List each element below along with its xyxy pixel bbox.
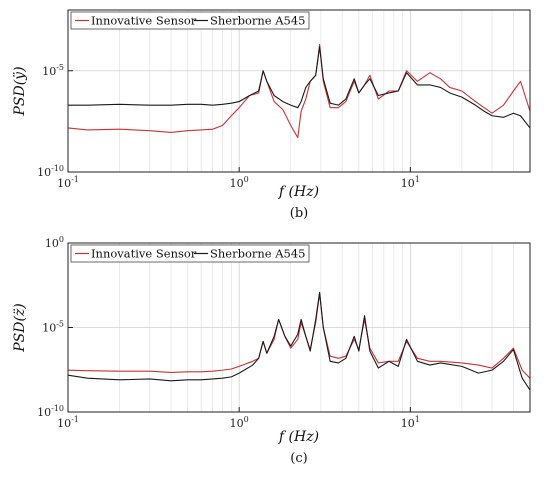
x-tick-label: 100 (230, 415, 249, 430)
x-tick-label: 101 (401, 175, 420, 190)
x-tick-label: 10-1 (57, 175, 79, 190)
legend-entry: Innovative Sensor (91, 247, 197, 261)
panel-label: (c) (290, 451, 307, 466)
y-tick-label: 10-5 (42, 320, 64, 335)
y-axis-label: PSD(ÿ) (12, 66, 28, 116)
series-line-sherborne-a545 (68, 46, 531, 129)
y-tick-label: 10-10 (37, 164, 64, 179)
axes-frame (67, 9, 531, 173)
legend-entry: Innovative Sensor (91, 14, 197, 28)
x-tick-label: 100 (230, 175, 249, 190)
y-tick-label: 10-5 (42, 63, 64, 78)
legend: Innovative Sensor Sherborne A545 (70, 244, 310, 263)
legend-entry: Sherborne A545 (210, 14, 306, 28)
legend-box (70, 244, 310, 263)
panel-label: (b) (290, 206, 308, 221)
legend-box (70, 11, 310, 30)
x-axis-label: f (Hz) (278, 184, 319, 200)
chart-panel-1: 10-1 100 101 10-10 10-5 f (Hz) PSD(ÿ) (b) Innova… (12, 9, 531, 221)
x-tick-label: 10-1 (57, 415, 79, 430)
y-tick-label: 100 (45, 235, 64, 250)
x-tick-label: 101 (401, 415, 420, 430)
legend: Innovative Sensor Sherborne A545 (70, 11, 310, 30)
legend-entry: Sherborne A545 (210, 247, 306, 261)
y-axis-label: PSD(z̈) (12, 303, 28, 353)
chart-panel-2: 10-1 100 101 10-10 10-5 100 f (Hz) PSD(z̈) (c) In… (12, 235, 531, 466)
y-tick-label: 10-10 (37, 404, 64, 419)
x-axis-label: f (Hz) (278, 429, 319, 445)
plot-area (68, 10, 530, 172)
series-line-sherborne-a545 (67, 291, 531, 391)
